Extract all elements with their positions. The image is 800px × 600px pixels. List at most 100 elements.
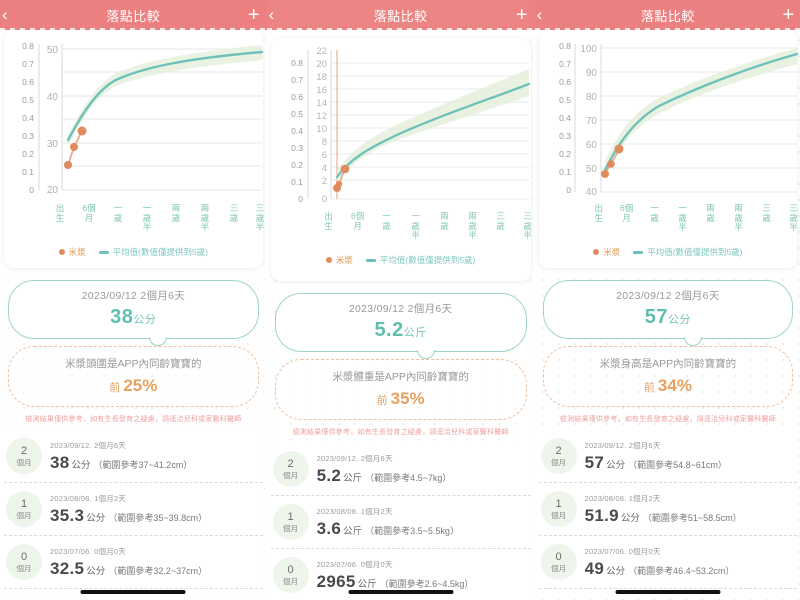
plus-icon[interactable]: + <box>782 4 795 26</box>
x-tick: 一歲半 <box>411 211 420 241</box>
svg-text:0.5: 0.5 <box>22 95 34 105</box>
header-dashed-divider <box>534 28 800 30</box>
record-value: 5.2 <box>316 465 342 485</box>
date-text: 2023/09/12 <box>348 303 405 315</box>
x-tick: 6個月 <box>350 211 365 231</box>
age-badge-unit: 個月 <box>551 563 567 573</box>
record-main: 51.9 公分 （範圍參考51~58.5cm） <box>585 506 794 526</box>
svg-text:0.4: 0.4 <box>291 126 303 136</box>
legend-label: 米漿 <box>603 247 621 257</box>
record-date: 2023/09/12. 2個月6天 <box>585 440 794 451</box>
x-tick: 兩歲 <box>440 211 449 231</box>
record-age-text: 1個月2天 <box>360 506 393 516</box>
value-unit: 公分 <box>133 314 157 326</box>
table-row[interactable]: 1 個月 2023/08/08. 1個月2天 3.6 公斤 （範圍參考3.5~5.5… <box>270 496 531 549</box>
svg-text:0.6: 0.6 <box>559 77 571 87</box>
svg-text:12: 12 <box>316 111 327 122</box>
chart-legend: 米漿 平均值(數值僅提供到5歲) <box>541 246 796 258</box>
age-badge-unit: 個月 <box>283 523 299 533</box>
value-unit: 公分 <box>668 314 692 326</box>
x-tick: 兩歲半 <box>734 203 743 233</box>
legend-label: 米漿 <box>335 255 353 265</box>
chevron-left-icon[interactable]: ‹ <box>268 5 275 24</box>
table-row[interactable]: 0 個月 2023/07/06. 0個月0天 32.5 公分 （範圍參考32.2~3… <box>4 536 263 589</box>
measurement-value: 5.2公斤 <box>280 319 522 342</box>
record-date-text: 2023/07/06. <box>584 546 627 556</box>
phone-screenshot-head-circumference: ‹ 落點比較 + 0.8 0.7 0.6 0.5 0.4 0.3 0.2 0.1 <box>0 0 267 600</box>
latest-measurement-pill: 2023/09/12 2個月6天 38公分 <box>8 280 259 346</box>
svg-text:0.2: 0.2 <box>559 149 571 159</box>
chart-user-points <box>600 144 624 178</box>
svg-text:0.3: 0.3 <box>291 143 303 153</box>
record-age-text: 2個月6天 <box>360 453 393 463</box>
svg-text:0.3: 0.3 <box>559 131 571 141</box>
legend-dot-icon <box>593 249 600 255</box>
chart-band <box>336 69 529 182</box>
record-main: 2965 公斤 （範圍參考2.6~4.5kg） <box>317 572 527 592</box>
x-tick: 出生 <box>594 203 603 223</box>
phone-screenshot-weight: ‹ 落點比較 + 0.8 0.7 0.6 0.5 0.4 0.3 0.2 0.1 <box>266 0 535 600</box>
record-range: （範圍參考35~39.8cm） <box>108 512 208 523</box>
svg-text:0.6: 0.6 <box>291 92 303 102</box>
legend-item-average: 平均值(數值僅提供到5歲) <box>365 254 475 266</box>
record-age-text: 0個月0天 <box>360 559 393 569</box>
records-list: 2 個月 2023/09/12. 2個月6天 38 公分 （範圍參考37~41.2c… <box>0 430 267 589</box>
legend-bar-icon <box>98 250 109 254</box>
record-date: 2023/09/12. 2個月6天 <box>317 453 527 464</box>
legend-dot-icon <box>325 257 332 263</box>
page-title: 落點比較 <box>373 8 428 24</box>
record-body: 2023/08/08. 1個月2天 35.3 公分 （範圍參考35~39.8cm） <box>50 493 259 526</box>
record-body: 2023/07/06. 0個月0天 49 公分 （範圍參考46.4~53.2cm） <box>585 546 794 579</box>
record-main: 35.3 公分 （範圍參考35~39.8cm） <box>50 506 259 526</box>
measurement-value: 57公分 <box>548 306 789 329</box>
svg-text:0: 0 <box>566 185 571 195</box>
summary-section: 2023/09/12 2個月6天 5.2公斤 <box>267 293 535 359</box>
record-date: 2023/07/06. 0個月0天 <box>585 546 794 557</box>
x-tick: 兩歲半 <box>468 211 477 241</box>
svg-text:100: 100 <box>580 44 597 55</box>
percentile-value: 前 34% <box>550 376 787 396</box>
age-badge: 1 個月 <box>272 504 309 540</box>
plus-icon[interactable]: + <box>515 4 528 26</box>
svg-text:16: 16 <box>316 85 327 96</box>
table-row[interactable]: 1 個月 2023/08/08. 1個月2天 51.9 公分 （範圍參考51~58.… <box>538 483 798 536</box>
table-row[interactable]: 0 個月 2023/07/06. 0個月0天 49 公分 （範圍參考46.4~53.… <box>538 536 798 589</box>
record-main: 49 公分 （範圍參考46.4~53.2cm） <box>585 559 794 579</box>
record-unit: 公分 <box>606 459 626 471</box>
app-header: ‹ 落點比較 + <box>534 0 800 30</box>
table-row[interactable]: 2 個月 2023/09/12. 2個月6天 5.2 公斤 （範圍參考4.5~7kg… <box>270 443 531 496</box>
record-date-text: 2023/08/08. <box>50 493 92 503</box>
record-unit: 公分 <box>86 512 106 524</box>
svg-text:0: 0 <box>29 185 34 195</box>
plus-icon[interactable]: + <box>247 4 260 26</box>
svg-text:0.7: 0.7 <box>291 75 303 85</box>
svg-text:0.8: 0.8 <box>22 41 34 51</box>
age-badge: 1 個月 <box>6 491 42 527</box>
svg-text:0.8: 0.8 <box>559 41 571 51</box>
measurement-date: 2023/09/12 2個月6天 <box>13 288 254 303</box>
legend-bar-icon <box>633 250 644 254</box>
x-tick: 6個月 <box>619 203 634 223</box>
svg-text:0.7: 0.7 <box>22 59 34 69</box>
x-tick: 出生 <box>324 211 333 231</box>
legend-label: 平均值(數值僅提供到5歲) <box>647 247 743 257</box>
chart-gridlines <box>600 47 797 193</box>
x-tick: 一歲 <box>382 211 391 231</box>
table-row[interactable]: 1 個月 2023/08/08. 1個月2天 35.3 公分 （範圍參考35~39.… <box>4 483 263 536</box>
percentile-number: 35% <box>390 389 425 408</box>
chart-legend: 米漿 平均值(數值僅提供到5歲) <box>6 246 261 258</box>
svg-text:30: 30 <box>47 139 59 150</box>
age-badge-number: 2 <box>20 444 28 457</box>
svg-text:0.5: 0.5 <box>291 109 303 119</box>
svg-text:20: 20 <box>316 59 327 70</box>
record-date: 2023/09/12. 2個月6天 <box>50 440 259 451</box>
table-row[interactable]: 2 個月 2023/09/12. 2個月6天 38 公分 （範圍參考37~41.2c… <box>4 430 263 483</box>
disclaimer-text: 檢測結果僅供參考，如有生長發育之疑慮，請逕洽兒科或家醫科醫師 <box>559 416 776 423</box>
record-unit: 公分 <box>71 459 91 471</box>
chevron-left-icon[interactable]: ‹ <box>536 5 543 24</box>
x-tick: 一歲 <box>650 203 659 223</box>
age-badge-unit: 個月 <box>16 510 32 520</box>
table-row[interactable]: 2 個月 2023/09/12. 2個月6天 57 公分 （範圍參考54.8~61c… <box>538 430 798 483</box>
right-axis-ticks: 50 40 30 20 <box>47 45 59 196</box>
chevron-left-icon[interactable]: ‹ <box>2 5 8 24</box>
